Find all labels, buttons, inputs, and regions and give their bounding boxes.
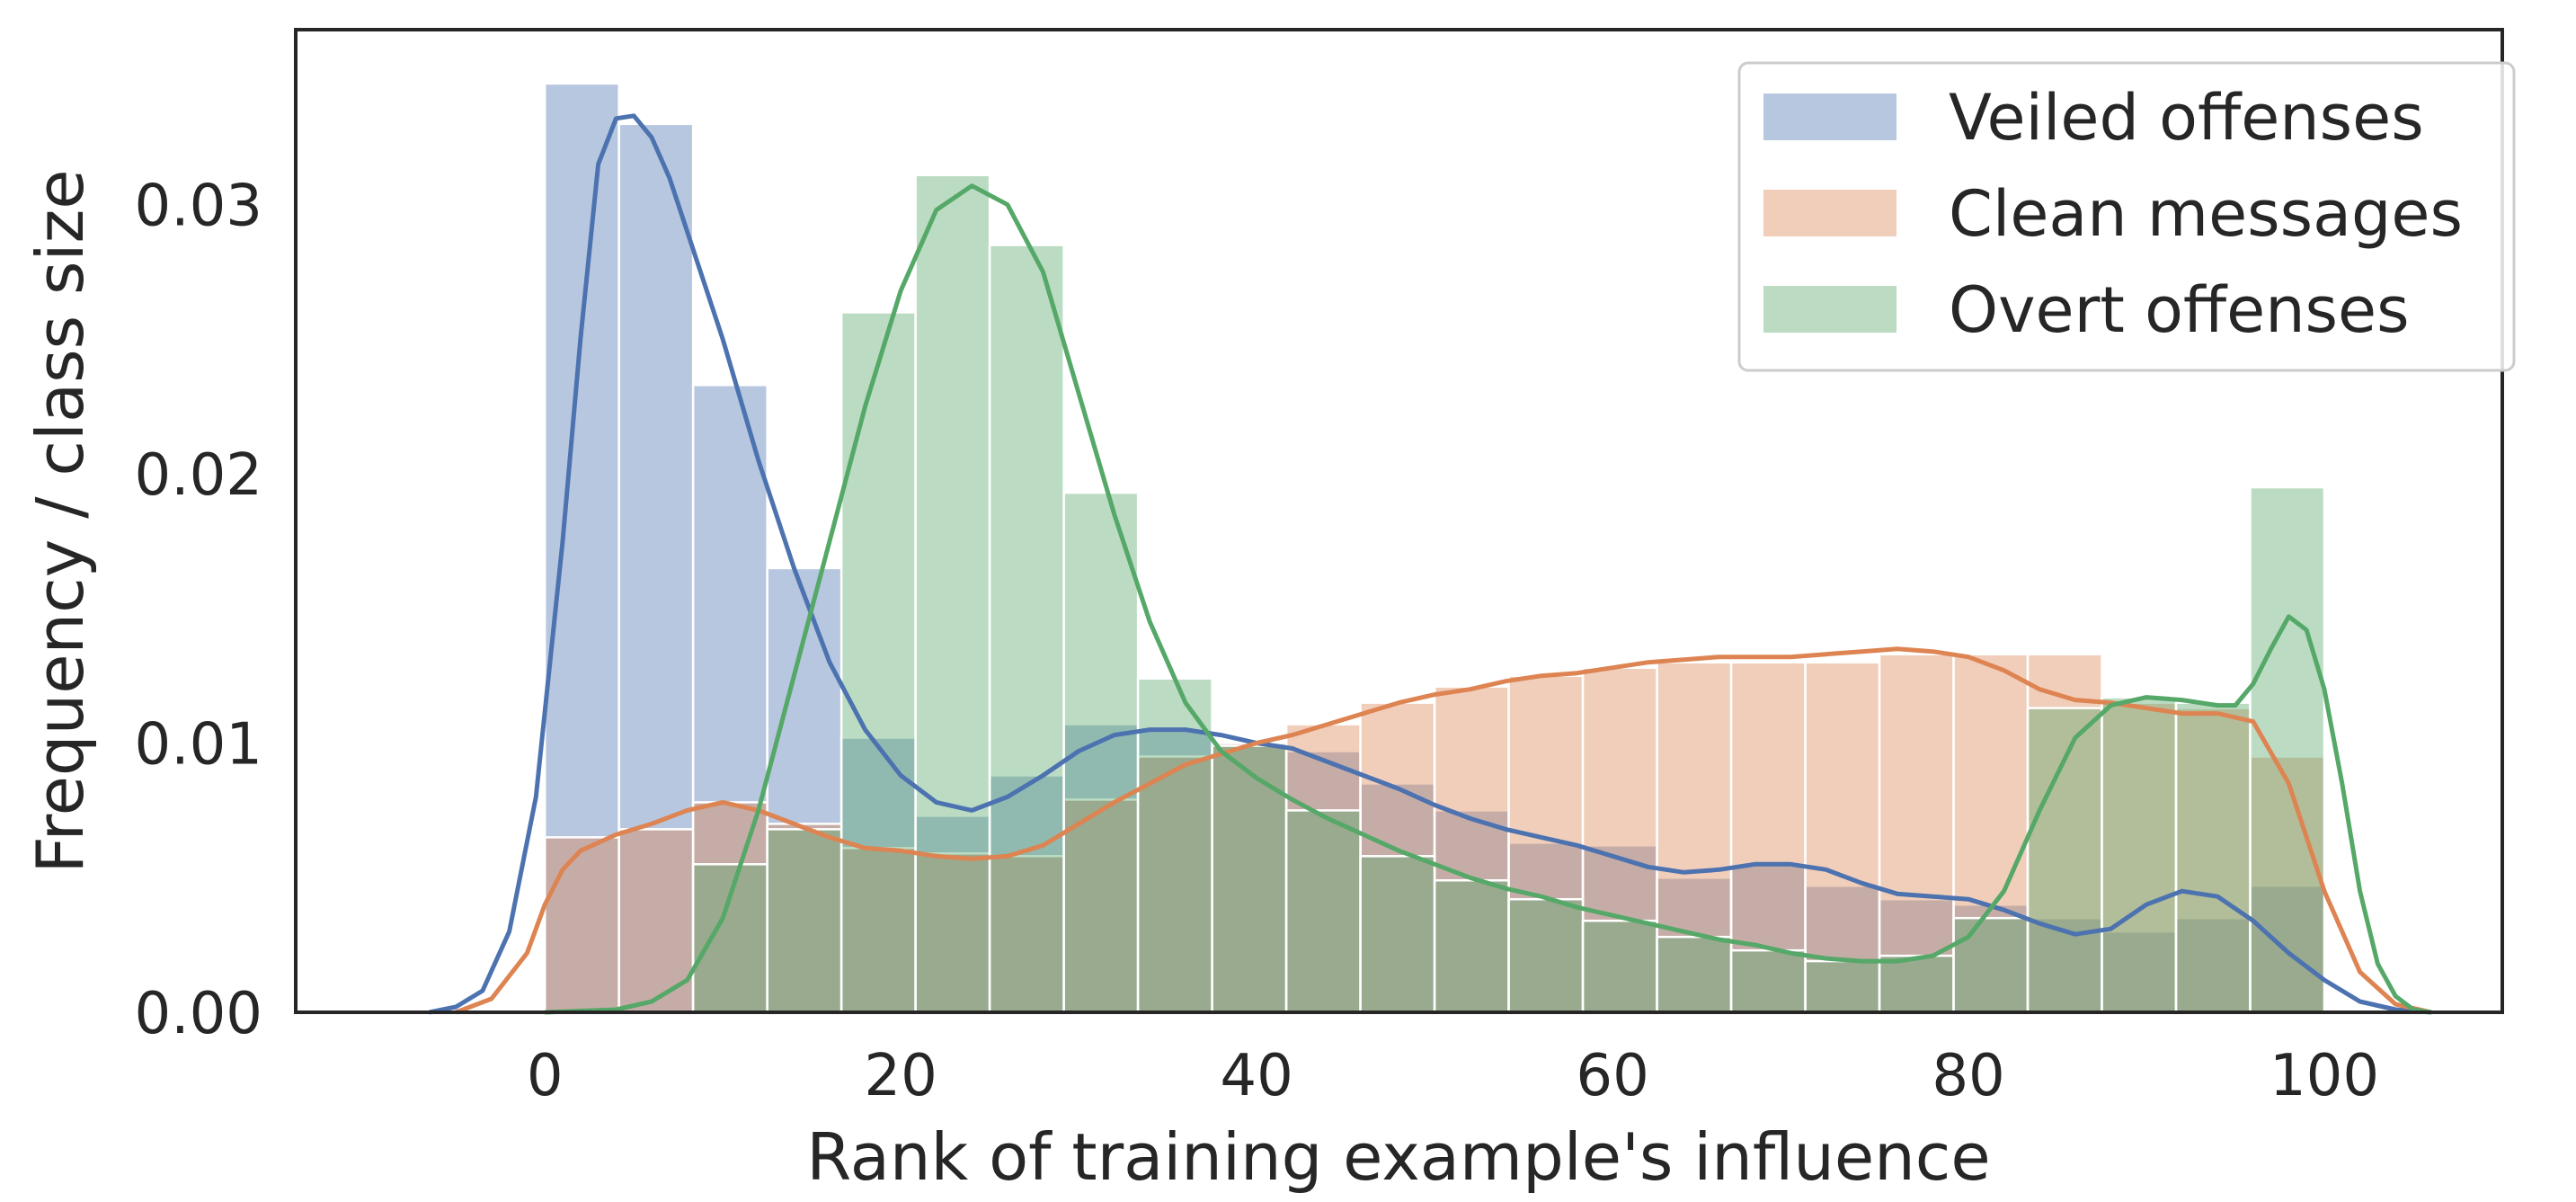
hist-bar-overt-offenses-20 [2026, 707, 2103, 1014]
hist-bar-veiled-offenses-22 [2174, 916, 2252, 1014]
hist-bar-veiled-offenses-17 [1804, 885, 1881, 1014]
legend-label-overt-offenses: Overt offenses [1949, 273, 2410, 347]
hist-bar-overt-offenses-17 [1804, 959, 1881, 1014]
y-tick-label: 0.00 [135, 981, 263, 1047]
y-tick-label: 0.02 [135, 442, 263, 509]
hist-bar-veiled-offenses-13 [1507, 841, 1585, 1014]
hist-bar-clean-messages-6 [988, 855, 1065, 1014]
hist-bar-clean-messages-4 [839, 847, 917, 1014]
x-tick-label: 80 [1932, 1043, 2004, 1109]
hist-bar-clean-messages-21 [2101, 701, 2178, 1014]
legend-frame [1737, 61, 2516, 372]
hist-bar-clean-messages-5 [914, 852, 991, 1014]
hist-bar-overt-offenses-18 [1878, 954, 1955, 1014]
y-axis-title: Frequency / class size [22, 169, 98, 873]
hist-bar-veiled-offenses-14 [1581, 844, 1658, 1014]
x-tick-label: 0 [527, 1043, 564, 1109]
hist-bar-overt-offenses-14 [1581, 919, 1658, 1014]
legend-swatch-veiled-offenses [1763, 93, 1896, 140]
hist-bar-veiled-offenses-2 [691, 384, 768, 1014]
hist-bar-overt-offenses-10 [1284, 809, 1362, 1014]
hist-bar-overt-offenses-13 [1507, 897, 1585, 1014]
x-tick-label: 20 [864, 1043, 937, 1109]
legend-label-veiled-offenses: Veiled offenses [1949, 81, 2424, 155]
x-tick-label: 40 [1220, 1043, 1292, 1109]
legend: Veiled offenses Clean messages Overt offen… [1737, 61, 2516, 372]
legend-items: Veiled offenses Clean messages Overt offen… [1763, 81, 2463, 347]
legend-swatch-overt-offenses [1763, 286, 1896, 333]
x-axis-ticks: 0 20 40 60 80 100 [527, 1043, 2379, 1109]
hist-bar-overt-offenses-6 [988, 244, 1065, 1014]
x-tick-label: 60 [1576, 1043, 1648, 1109]
hist-bar-veiled-offenses-0 [543, 82, 620, 1014]
hist-bar-clean-messages-0 [543, 836, 620, 1014]
hist-bar-overt-offenses-23 [2249, 485, 2326, 1014]
legend-label-clean-messages: Clean messages [1949, 177, 2463, 251]
hist-bar-overt-offenses-5 [914, 174, 991, 1014]
plot-frame [294, 28, 2504, 1014]
hist-bar-clean-messages-19 [1952, 653, 2030, 1014]
y-axis-ticks: 0.00 0.01 0.02 0.03 [135, 174, 263, 1047]
hist-bar-overt-offenses-11 [1359, 855, 1436, 1014]
hist-bar-overt-offenses-16 [1729, 948, 1807, 1014]
hist-bar-overt-offenses-4 [839, 311, 917, 1014]
x-axis-title: Rank of training example's influence [806, 1119, 1990, 1195]
hist-bar-veiled-offenses-1 [617, 122, 695, 1014]
hist-bar-overt-offenses-21 [2101, 696, 2178, 1014]
hist-bar-overt-offenses-15 [1656, 935, 1733, 1014]
x-tick-label: 100 [2270, 1043, 2379, 1109]
hist-bar-overt-offenses-3 [766, 828, 843, 1014]
kde-curves [429, 113, 2432, 1015]
hist-bar-overt-offenses-8 [1136, 677, 1213, 1014]
legend-swatch-clean-messages [1763, 190, 1896, 236]
hist-bar-overt-offenses-2 [691, 863, 768, 1014]
kde-line-veiled-offenses [429, 113, 2431, 1015]
hist-bar-clean-messages-10 [1284, 723, 1362, 1014]
hist-bar-clean-messages-14 [1581, 666, 1658, 1014]
hist-bar-veiled-offenses-11 [1359, 782, 1436, 1014]
hist-bar-overt-offenses-22 [2174, 701, 2252, 1014]
y-tick-label: 0.03 [135, 174, 263, 240]
kde-line-overt-offenses [545, 183, 2432, 1015]
hist-bar-veiled-offenses-16 [1729, 863, 1807, 1014]
hist-bar-overt-offenses-9 [1211, 744, 1288, 1014]
hist-bar-overt-offenses-19 [1952, 916, 2030, 1014]
y-tick-label: 0.01 [135, 712, 263, 779]
hist-bar-overt-offenses-12 [1433, 879, 1510, 1014]
kde-line-clean-messages [455, 646, 2432, 1015]
